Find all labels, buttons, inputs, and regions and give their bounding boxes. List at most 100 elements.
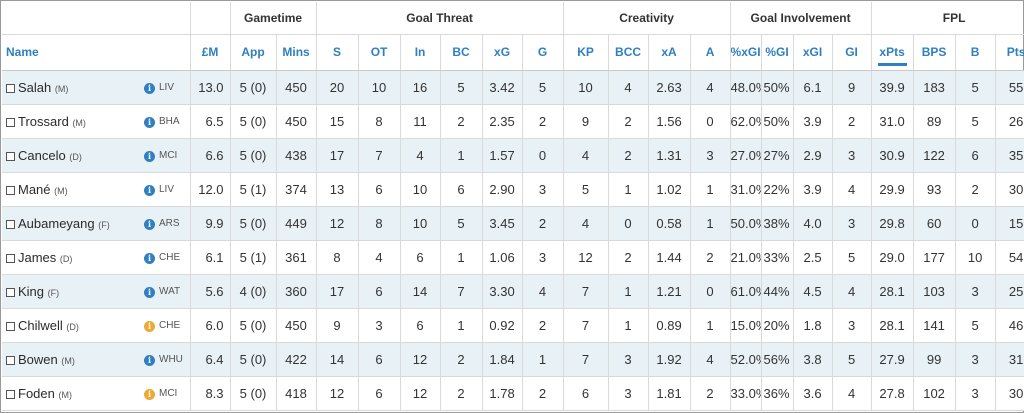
cell-bps: 177 (913, 240, 956, 275)
cell-gi: 5 (832, 342, 872, 377)
cell-pts: 25 (995, 274, 1024, 309)
select-checkbox[interactable] (6, 185, 15, 195)
col-header-gi[interactable]: GI (832, 34, 872, 71)
player-rows: Salah (M) i LIV 13.0 5 (0) 450 20 10 16 5 3.42 5 10 4… (2, 70, 1024, 411)
col-header-app[interactable]: App (230, 34, 277, 71)
player-position: (M) (54, 185, 68, 196)
cell-price: 6.0 (190, 308, 231, 343)
player-name[interactable]: James (18, 249, 57, 265)
player-name[interactable]: Mané (18, 181, 51, 197)
info-icon[interactable]: i (144, 116, 155, 128)
table-row[interactable]: Salah (M) i LIV 13.0 5 (0) 450 20 10 16 5 3.42 5 10 4… (2, 70, 1024, 105)
select-checkbox[interactable] (6, 389, 15, 399)
player-name[interactable]: Foden (18, 385, 55, 401)
player-name[interactable]: Trossard (18, 113, 69, 129)
cell-b: 2 (955, 172, 996, 207)
col-header-xa[interactable]: xA (648, 34, 691, 71)
cell-pct-gi: 44% (761, 274, 794, 309)
cell-xg: 1.84 (482, 342, 523, 377)
info-icon[interactable]: i (144, 388, 155, 400)
info-icon[interactable]: i (144, 320, 155, 332)
info-icon[interactable]: i (144, 218, 155, 230)
col-header-a[interactable]: A (690, 34, 731, 71)
table-row[interactable]: King (F) i WAT 5.6 4 (0) 360 17 6 14 7 3.30 4 7 1 1.21… (2, 274, 1024, 309)
player-name-cell[interactable]: James (D) (2, 240, 133, 275)
player-name-cell[interactable]: Aubameyang (F) (2, 206, 133, 241)
cell-ot: 6 (358, 172, 401, 207)
player-name[interactable]: Aubameyang (18, 215, 95, 231)
info-icon[interactable]: i (144, 150, 155, 162)
info-icon[interactable]: i (144, 252, 155, 264)
select-checkbox[interactable] (6, 355, 15, 365)
cell-price: 8.3 (190, 376, 231, 411)
col-header-bc[interactable]: BC (440, 34, 483, 71)
team-code: CHE (157, 308, 191, 343)
player-position: (D) (66, 321, 79, 332)
select-checkbox[interactable] (6, 117, 15, 127)
col-header-ot[interactable]: OT (358, 34, 401, 71)
col-header-b[interactable]: B (955, 34, 996, 71)
cell-kp: 5 (563, 172, 609, 207)
cell-pct-xgi: 50.0% (730, 206, 762, 241)
info-icon[interactable]: i (144, 82, 155, 94)
col-header-kp[interactable]: KP (563, 34, 609, 71)
cell-kp: 7 (563, 308, 609, 343)
select-checkbox[interactable] (6, 287, 15, 297)
col-header-s[interactable]: S (316, 34, 359, 71)
cell-bc: 1 (440, 308, 483, 343)
table-row[interactable]: Bowen (M) i WHU 6.4 5 (0) 422 14 6 12 2 1.84 1 7 3 1.9… (2, 342, 1024, 377)
player-name[interactable]: Bowen (18, 351, 58, 367)
cell-pct-gi: 33% (761, 240, 794, 275)
col-header-xpts[interactable]: xPts (871, 34, 914, 71)
col-header-pts[interactable]: Pts (995, 34, 1024, 71)
select-checkbox[interactable] (6, 321, 15, 331)
col-header-bcc[interactable]: BCC (608, 34, 649, 71)
col-header-pct-xgi[interactable]: %xGI (730, 34, 762, 71)
info-icon[interactable]: i (144, 286, 155, 298)
table-row[interactable]: James (D) i CHE 6.1 5 (1) 361 8 4 6 1 1.06 3 12 2 1.44… (2, 240, 1024, 275)
cell-xgi: 4.5 (793, 274, 833, 309)
table-row[interactable]: Mané (M) i LIV 12.0 5 (1) 374 13 6 10 6 2.90 3 5 1 1.0… (2, 172, 1024, 207)
player-name-cell[interactable]: Salah (M) (2, 70, 133, 105)
col-header-price[interactable]: £M (190, 34, 231, 71)
player-name[interactable]: Cancelo (18, 147, 66, 163)
col-header-in[interactable]: In (400, 34, 441, 71)
col-header-xpts-label: xPts (879, 45, 905, 59)
player-name-cell[interactable]: Foden (M) (2, 376, 133, 411)
col-header-xg[interactable]: xG (482, 34, 523, 71)
team-code: MCI (157, 138, 191, 173)
cell-ot: 8 (358, 104, 401, 139)
select-checkbox[interactable] (6, 151, 15, 161)
player-name-cell[interactable]: King (F) (2, 274, 133, 309)
table-row[interactable]: Trossard (M) i BHA 6.5 5 (0) 450 15 8 11 2 2.35 2 9 2… (2, 104, 1024, 139)
col-header-bps[interactable]: BPS (913, 34, 956, 71)
col-header-pct-gi[interactable]: %GI (761, 34, 794, 71)
select-checkbox[interactable] (6, 253, 15, 263)
select-checkbox[interactable] (6, 83, 15, 93)
col-header-name[interactable]: Name (2, 34, 191, 71)
table-row[interactable]: Chilwell (D) i CHE 6.0 5 (0) 450 9 3 6 1 0.92 2 7 1 0.… (2, 308, 1024, 343)
player-name-cell[interactable]: Mané (M) (2, 172, 133, 207)
group-header-blank (2, 2, 191, 35)
select-checkbox[interactable] (6, 219, 15, 229)
player-name-cell[interactable]: Cancelo (D) (2, 138, 133, 173)
info-icon[interactable]: i (144, 354, 155, 366)
player-name[interactable]: Chilwell (18, 317, 63, 333)
player-name[interactable]: Salah (18, 79, 52, 95)
col-header-mins[interactable]: Mins (276, 34, 317, 71)
table-row[interactable]: Aubameyang (F) i ARS 9.9 5 (0) 449 12 8 10 5 3.45 2… (2, 206, 1024, 241)
cell-mins: 450 (276, 308, 317, 343)
table-row[interactable]: Foden (M) i MCI 8.3 5 (0) 418 12 6 12 2 1.78 2 6 3 1.8… (2, 376, 1024, 411)
player-name-cell[interactable]: Chilwell (D) (2, 308, 133, 343)
info-icon[interactable]: i (144, 184, 155, 196)
player-name[interactable]: King (18, 283, 45, 299)
col-header-xgi[interactable]: xGI (793, 34, 833, 71)
table-row[interactable]: Cancelo (D) i MCI 6.6 5 (0) 438 17 7 4 1 1.57 0 4 2 1.… (2, 138, 1024, 173)
player-name-cell[interactable]: Trossard (M) (2, 104, 133, 139)
cell-a: 0 (690, 274, 731, 309)
cell-xpts: 28.1 (871, 308, 914, 343)
cell-s: 9 (316, 308, 359, 343)
player-name-cell[interactable]: Bowen (M) (2, 342, 133, 377)
col-header-g[interactable]: G (522, 34, 564, 71)
cell-b: 5 (955, 308, 996, 343)
